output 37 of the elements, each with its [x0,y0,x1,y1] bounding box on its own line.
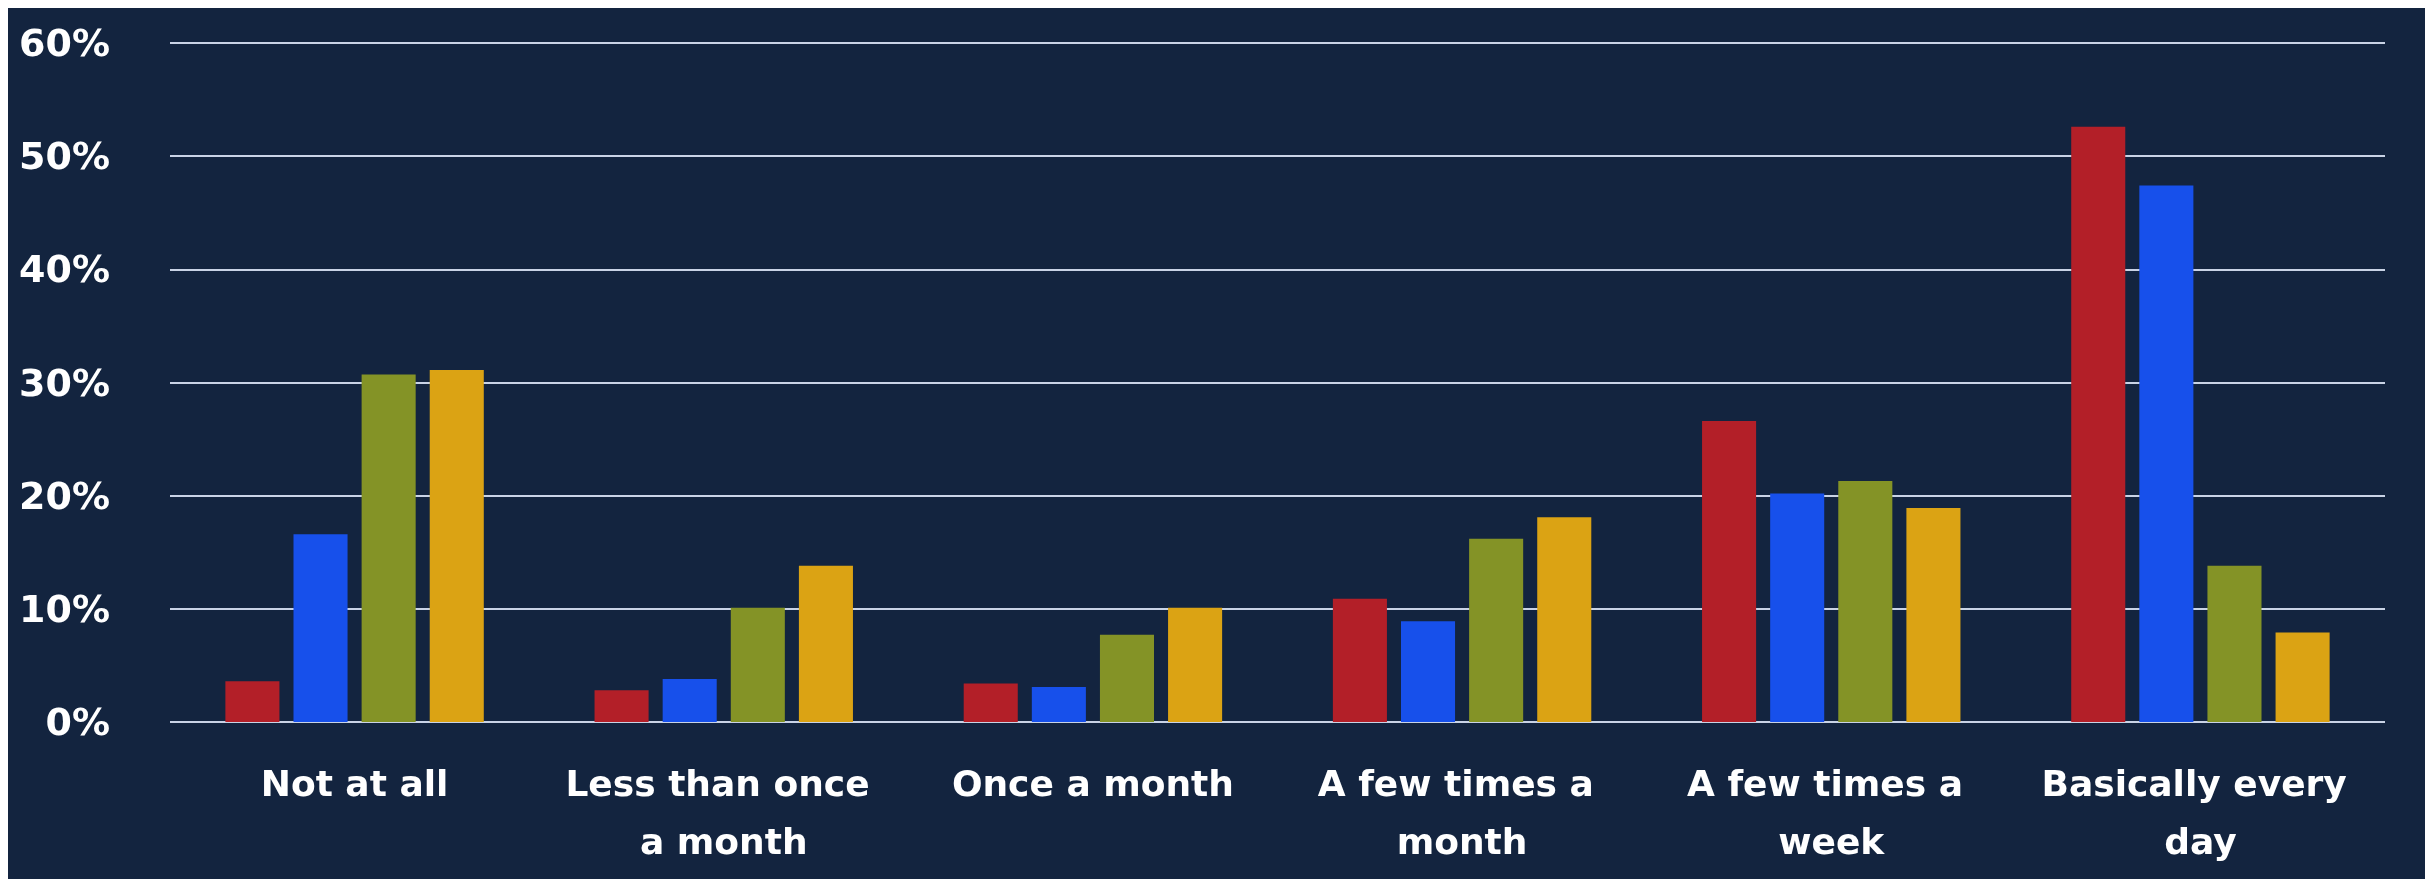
bar [1400,621,1456,722]
bar [429,370,484,722]
bar [1332,598,1387,722]
x-tick-label: Once a month [951,762,1234,804]
bar [225,681,280,722]
y-tick-label: 20% [19,473,110,518]
bar [662,679,717,722]
y-tick-label: 30% [19,360,110,405]
bar [2139,185,2194,722]
x-tick-label: Not at all [260,762,449,804]
x-tick-label: A few times a week [1686,762,1976,862]
bar [1031,686,1086,722]
y-tick-label: 60% [19,21,110,65]
bar [1168,607,1223,722]
bar [963,683,1018,722]
y-tick-label: 0% [45,700,110,744]
bar [2071,126,2126,722]
bar [798,565,853,722]
bar [594,690,649,722]
bar [1838,480,1893,722]
bar [1702,420,1757,722]
y-tick-label: 40% [19,247,110,292]
x-tick-label: A few times a month [1317,762,1607,862]
x-tick-label: Less than once a month [565,762,883,862]
bar [293,534,348,722]
y-tick-label: 50% [19,134,110,179]
bar [1537,517,1592,722]
bar [2275,632,2330,722]
bar [1099,634,1155,722]
bar [730,607,785,722]
bar [2207,565,2262,722]
bar [1906,508,1961,722]
bar [1469,538,1524,722]
x-tick-label: Basically every day [2041,762,2360,862]
bar [1770,493,1825,722]
y-tick-label: 10% [19,586,110,631]
bar [361,374,416,722]
